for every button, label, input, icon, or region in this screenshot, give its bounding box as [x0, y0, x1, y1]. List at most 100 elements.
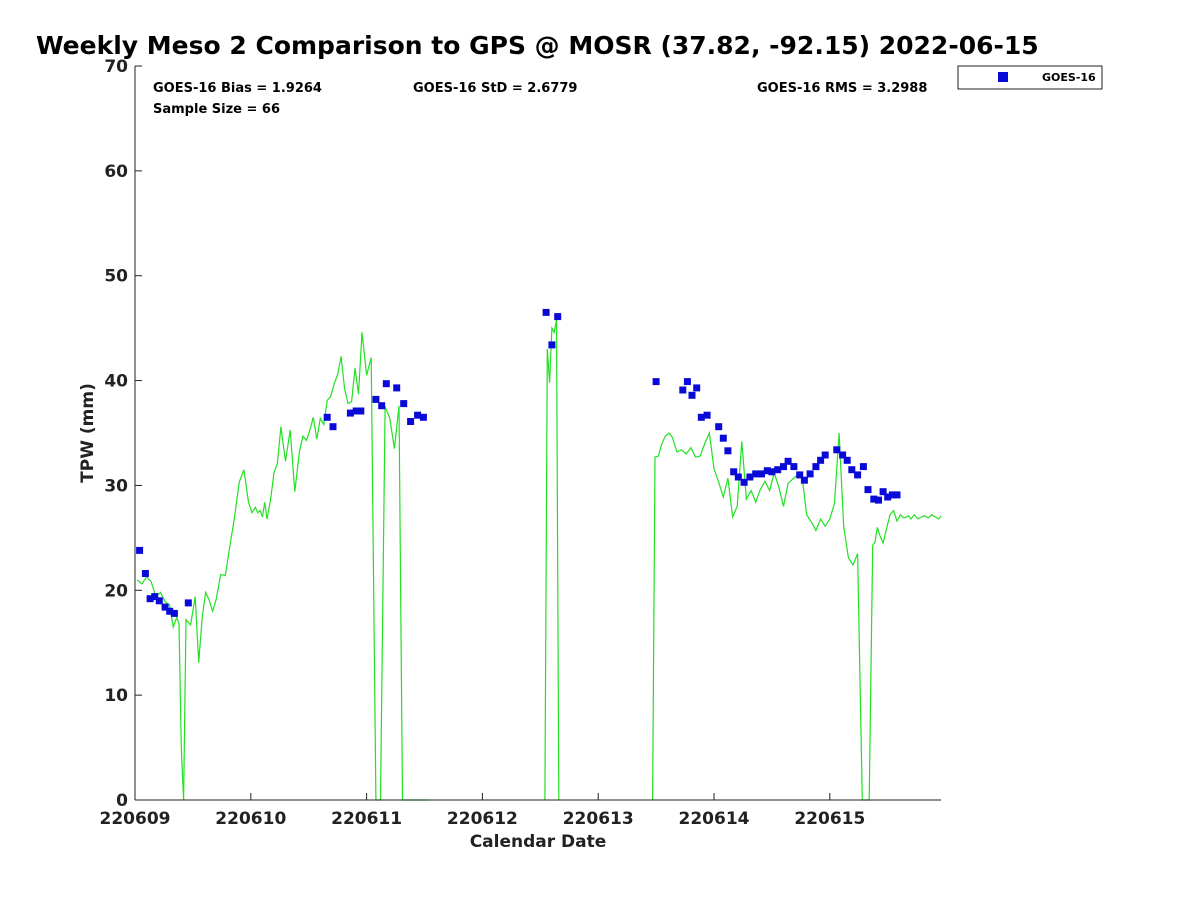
goes-point — [548, 341, 556, 349]
goes-point — [352, 407, 360, 415]
goes-point — [679, 386, 687, 394]
goes-point — [688, 391, 696, 399]
gps-line-segment — [183, 332, 430, 801]
goes-markers — [136, 308, 901, 617]
bias-stat: GOES-16 Bias = 1.9264 — [153, 81, 322, 96]
goes-point — [780, 463, 787, 471]
goes-point — [746, 473, 754, 481]
goes-point — [730, 468, 738, 476]
goes-point — [740, 478, 748, 486]
goes-point — [136, 546, 144, 554]
goes-point — [875, 496, 882, 504]
x-tick-label: 220611 — [331, 809, 402, 829]
plot-area — [136, 308, 942, 801]
goes-point — [693, 384, 701, 392]
goes-point — [697, 413, 705, 421]
y-tick-label: 0 — [116, 791, 128, 811]
gps-line-segment — [651, 430, 942, 801]
goes-point — [859, 463, 867, 471]
goes-point — [790, 463, 798, 471]
goes-point — [542, 308, 550, 316]
goes-point — [382, 380, 390, 388]
x-tick-label: 220613 — [563, 809, 634, 829]
goes-point — [357, 407, 365, 415]
goes-point — [884, 493, 892, 501]
y-ticks: 0 10 20 30 40 50 60 70 — [104, 57, 142, 811]
goes-point — [393, 384, 401, 392]
goes-point — [843, 456, 851, 464]
goes-point — [812, 463, 820, 471]
x-tick-label: 220614 — [679, 809, 750, 829]
goes-point — [763, 467, 771, 475]
goes-point — [323, 413, 331, 421]
goes-point — [774, 466, 782, 474]
goes-point — [151, 593, 159, 601]
stats-annotations: GOES-16 Bias = 1.9264 GOES-16 StD = 2.67… — [153, 81, 927, 117]
legend: GOES-16 — [957, 65, 1103, 90]
goes-point — [155, 597, 163, 605]
goes-point — [796, 471, 804, 479]
goes-point — [806, 470, 814, 478]
goes-point — [400, 400, 408, 408]
y-tick-label: 30 — [104, 476, 128, 496]
x-ticks: 220609 220610 220611 220612 220613 220614 2206… — [100, 793, 865, 829]
y-tick-label: 10 — [104, 686, 128, 706]
goes-point — [329, 423, 337, 431]
y-tick-label: 60 — [104, 162, 128, 182]
std-stat: GOES-16 StD = 2.6779 — [413, 81, 577, 96]
goes-point — [821, 451, 829, 459]
goes-point — [170, 609, 178, 617]
chart-title: Weekly Meso 2 Comparison to GPS @ MOSR (… — [36, 31, 1039, 60]
goes-point — [378, 402, 386, 410]
x-axis-label: Calendar Date — [470, 832, 607, 852]
goes-point — [414, 411, 422, 419]
goes-point — [372, 395, 380, 403]
goes-point — [864, 486, 872, 494]
goes-point — [839, 451, 847, 459]
goes-point — [407, 418, 415, 425]
y-tick-label: 70 — [104, 57, 128, 77]
goes-point — [346, 409, 354, 417]
goes-point — [141, 570, 149, 577]
x-tick-label: 220612 — [447, 809, 518, 829]
goes-point — [703, 411, 711, 419]
legend-box — [957, 65, 1103, 90]
goes-point — [734, 473, 742, 481]
goes-point — [161, 603, 169, 611]
x-tick-label: 220609 — [100, 809, 171, 829]
rms-stat: GOES-16 RMS = 3.2988 — [757, 81, 927, 96]
goes-point — [879, 488, 887, 496]
x-tick-label: 220615 — [794, 809, 865, 829]
goes-point — [893, 491, 901, 499]
legend-goes-marker — [998, 72, 1008, 82]
goes-point — [715, 423, 723, 431]
legend-goes-label: GOES-16 — [1042, 71, 1096, 84]
goes-point — [800, 476, 808, 484]
goes-point — [419, 413, 427, 421]
goes-point — [719, 434, 727, 442]
goes-point — [652, 378, 660, 386]
goes-point — [554, 313, 562, 321]
goes-point — [146, 595, 154, 603]
y-axis-label: TPW (mm) — [78, 383, 98, 483]
gps-line-segment — [544, 319, 562, 801]
y-tick-label: 50 — [104, 267, 128, 287]
goes-point — [758, 470, 765, 478]
gps-line — [136, 319, 942, 801]
goes-point — [683, 378, 691, 386]
goes-point — [848, 466, 856, 474]
y-tick-label: 20 — [104, 581, 128, 601]
y-tick-label: 40 — [104, 372, 128, 392]
goes-point — [166, 607, 174, 615]
goes-point — [724, 447, 732, 455]
goes-point — [184, 599, 192, 607]
axes: 0 10 20 30 40 50 60 70 220609 220610 220611 220612… — [100, 57, 941, 829]
goes-point — [888, 491, 896, 499]
sample-size-stat: Sample Size = 66 — [153, 102, 280, 117]
goes-point — [768, 468, 776, 476]
goes-point — [854, 471, 862, 479]
goes-point — [833, 446, 841, 454]
goes-point — [784, 457, 792, 465]
goes-point — [817, 456, 825, 464]
